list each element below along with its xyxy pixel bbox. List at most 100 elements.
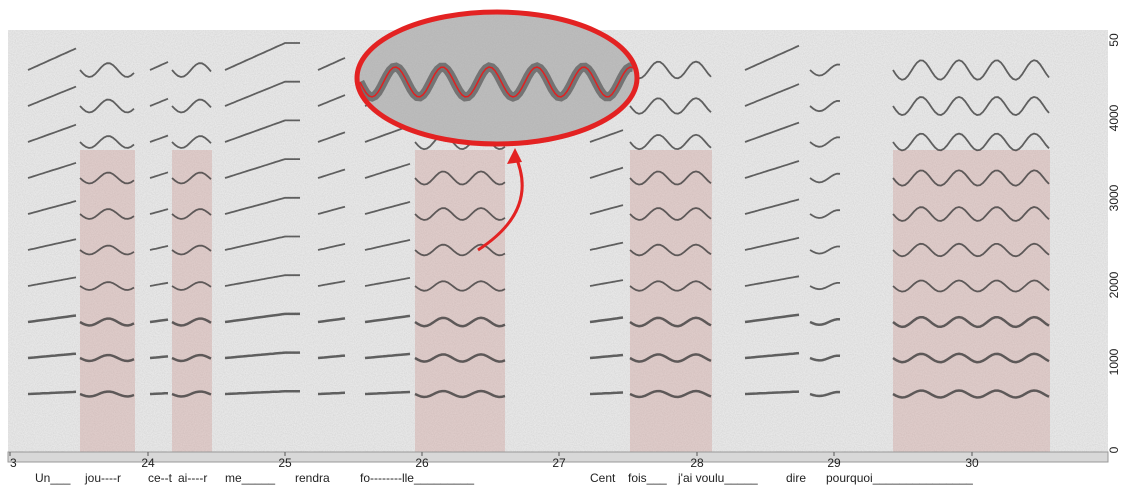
harmonic-line: [414, 243, 506, 257]
harmonic-line: [224, 351, 300, 360]
harmonic-line: [149, 134, 169, 143]
harmonic-line: [224, 235, 300, 251]
harmonic-line: [809, 136, 841, 148]
harmonic-line: [744, 390, 800, 396]
harmonic-line: [317, 57, 346, 71]
harmonic-line: [317, 243, 346, 251]
lyric-word: Cent: [590, 471, 616, 485]
harmonic-line: [27, 47, 77, 71]
harmonic-line: [224, 119, 300, 143]
harmonic-line: [809, 172, 841, 184]
harmonic-line: [892, 132, 1050, 152]
harmonic-line: [224, 312, 300, 324]
harmonic-line: [79, 317, 135, 327]
harmonic-line: [589, 391, 624, 396]
harmonic-line: [892, 206, 1050, 222]
harmonic-line: [224, 158, 300, 179]
harmonic-line: [317, 94, 346, 107]
harmonic-line: [79, 135, 135, 149]
time-label: 24: [141, 456, 155, 470]
harmonic-line: [744, 121, 800, 143]
harmonic-line: [317, 205, 346, 215]
harmonic-line: [364, 352, 411, 360]
harmonic-line: [171, 171, 212, 185]
harmonic-line: [364, 390, 411, 396]
harmonic-line: [589, 279, 624, 287]
harmonic-line: [149, 281, 169, 287]
harmonic-line: [364, 239, 411, 251]
harmonic-line: [629, 60, 712, 80]
harmonic-line: [149, 97, 169, 107]
frequency-label: 4000: [1107, 104, 1121, 131]
harmonic-line: [27, 238, 77, 251]
lyric-word: Un___: [35, 471, 71, 485]
harmonic-line: [892, 279, 1050, 293]
harmonic-line: [629, 280, 712, 292]
harmonic-line: [364, 200, 411, 215]
harmonic-line: [589, 204, 624, 215]
harmonic-line: [744, 198, 800, 215]
harmonic-line: [589, 316, 624, 324]
frequency-label: 50: [1107, 33, 1121, 47]
lyric-word: ai----r: [178, 471, 207, 485]
harmonic-line: [27, 276, 77, 287]
harmonic-line: [892, 389, 1050, 399]
harmonic-line: [27, 123, 77, 143]
lyric-word: fois___: [628, 471, 667, 485]
lyric-word: j'ai voulu_____: [677, 471, 758, 485]
harmonic-line: [79, 171, 135, 185]
time-label: 30: [965, 456, 979, 470]
harmonic-line: [809, 354, 840, 362]
vowel-band: [893, 150, 1050, 452]
harmonic-line: [317, 280, 346, 287]
harmonic-line: [629, 207, 712, 221]
harmonic-line: [79, 353, 135, 363]
harmonic-line: [171, 98, 212, 114]
harmonic-line: [892, 169, 1050, 187]
harmonic-line: [589, 129, 624, 143]
harmonic-line: [629, 170, 712, 186]
lyric-word: jou----r: [84, 471, 121, 485]
harmonic-line: [414, 170, 506, 186]
harmonic-line: [414, 316, 506, 328]
lyric-word: pourquoi_______________: [826, 471, 973, 485]
harmonic-line: [414, 280, 506, 292]
harmonic-line: [27, 200, 77, 215]
harmonic-line: [171, 281, 212, 291]
harmonic-line: [171, 317, 212, 327]
vowel-band: [172, 150, 212, 452]
harmonic-line: [224, 274, 300, 287]
harmonic-line: [224, 42, 300, 71]
harmonic-line: [171, 62, 212, 78]
harmonic-line: [589, 353, 624, 360]
harmonic-line: [744, 83, 800, 107]
harmonic-line: [224, 80, 300, 107]
time-axis-bar: [7, 451, 1109, 463]
time-label: 25: [278, 456, 292, 470]
harmonic-line: [317, 168, 346, 179]
harmonic-line: [589, 166, 624, 179]
harmonic-line: [149, 61, 169, 71]
harmonic-line: [27, 314, 77, 324]
frequency-label: 0: [1107, 446, 1121, 453]
harmonic-line: [892, 352, 1050, 364]
vowel-band: [80, 150, 135, 452]
harmonic-line: [149, 355, 169, 360]
harmonic-line: [224, 390, 300, 396]
time-label: 27: [552, 456, 566, 470]
harmonic-line: [317, 131, 346, 143]
harmonic-line: [809, 245, 840, 255]
harmonic-line: [809, 63, 841, 77]
harmonic-line: [744, 351, 800, 360]
harmonic-line: [364, 314, 411, 324]
harmonic-line: [744, 275, 800, 287]
harmonic-line: [79, 244, 135, 256]
harmonic-line: [171, 353, 212, 363]
zoom-inset: [354, 9, 640, 252]
harmonic-line: [27, 85, 77, 107]
harmonic-line: [744, 44, 800, 71]
frequency-label: 2000: [1107, 271, 1121, 298]
highlight-bands: [80, 150, 1050, 452]
time-label: 29: [827, 456, 841, 470]
